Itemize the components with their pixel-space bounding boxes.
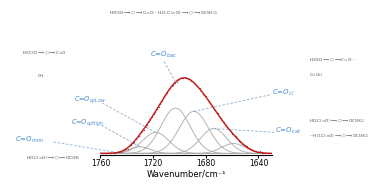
Text: HO-C(=O)$\longrightarrow$⬡$\longrightarrow$OC$_2$H$_5$: HO-C(=O)$\longrightarrow$⬡$\longrightarr…: [26, 155, 80, 162]
Text: C=O$_{cat}$: C=O$_{cat}$: [275, 125, 301, 136]
Text: ···HO-C(=O)$\longrightarrow$⬡$\longrightarrow$OC$_5$H$_{11}$: ···HO-C(=O)$\longrightarrow$⬡$\longright…: [309, 132, 369, 140]
Text: C=O$_{opHigh}$: C=O$_{opHigh}$: [71, 117, 104, 129]
Text: C=O$_{mon}$: C=O$_{mon}$: [15, 135, 44, 145]
Text: C=O$_{cl}$: C=O$_{cl}$: [272, 88, 294, 98]
Text: H$_3$C$_5$O$\longrightarrow$⬡$\longrightarrow$C=O···H-O-C(=O)$\longrightarrow$⬡$: H$_3$C$_5$O$\longrightarrow$⬡$\longright…: [109, 10, 218, 17]
Text: C=O$_{bac}$: C=O$_{bac}$: [150, 50, 177, 60]
X-axis label: Wavenumber/cm⁻¹: Wavenumber/cm⁻¹: [146, 170, 226, 179]
Text: H$_3$C$_5$O$\longrightarrow$⬡$\longrightarrow$C=O···: H$_3$C$_5$O$\longrightarrow$⬡$\longright…: [309, 57, 356, 64]
Text: H$_{11}$C$_5$O$\longrightarrow$⬡$\longrightarrow$C=O: H$_{11}$C$_5$O$\longrightarrow$⬡$\longri…: [22, 49, 67, 57]
Text: C=O$_{opLow}$: C=O$_{opLow}$: [74, 94, 106, 106]
Text: C=O$_{cl}$: C=O$_{cl}$: [309, 72, 323, 79]
Text: HO-C(=O)$\longrightarrow$⬡$\longrightarrow$OC$_5$H$_{11}$: HO-C(=O)$\longrightarrow$⬡$\longrightarr…: [309, 117, 365, 125]
Text: OH: OH: [38, 74, 44, 78]
